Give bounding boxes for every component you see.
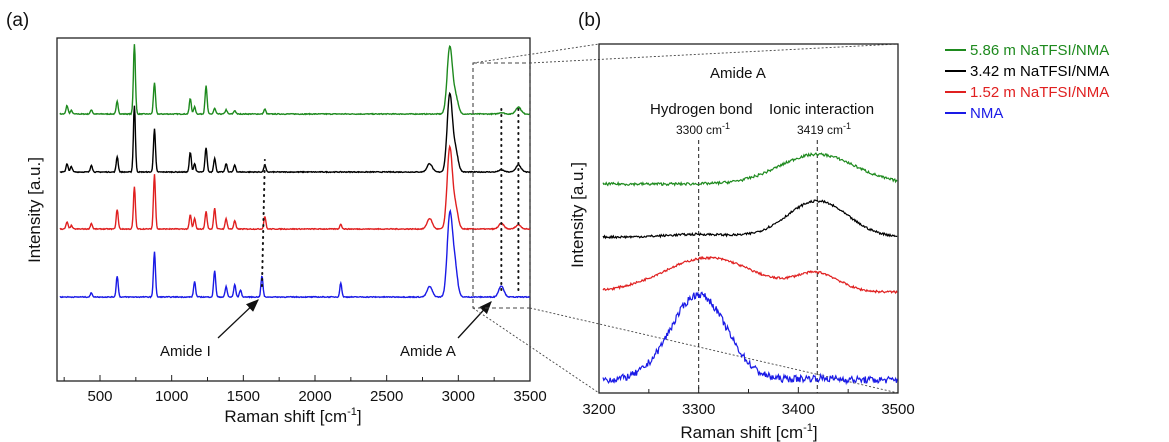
zoom-connector-top-left: [472, 43, 600, 64]
panel-a: (a) 500 1000 1500 2000 2500 3000 3500 Amide I …: [6, 10, 547, 426]
zoom-connector-bottom-left: [472, 307, 600, 394]
legend-label: 5.86 m NaTFSI/NMA: [970, 42, 1109, 59]
panel-b-x-ticks: 3200 3300 3400 3500: [582, 387, 915, 418]
panel-b-label: (b): [578, 10, 601, 31]
amide-a-annotation: Amide A: [400, 343, 456, 360]
x-tick-label: 3500: [881, 401, 914, 418]
x-tick-label: 2000: [298, 388, 331, 405]
panel-a-frame: [56, 37, 531, 382]
spectrum-line-zoom: [602, 291, 898, 386]
panel-b-title: Amide A: [710, 65, 766, 82]
panel-b-series: [602, 152, 898, 386]
panel-b: (b) Amide A Hydrogen bond 3300 cm-1 Ioni…: [568, 10, 915, 442]
zoom-region-box: [472, 62, 531, 309]
panel-b-y-axis-title: Intensity [a.u.]: [568, 162, 587, 268]
ionic-interaction-value: 3419 cm-1: [797, 121, 851, 137]
panel-b-frame: [598, 43, 899, 394]
zoom-connectors: [472, 43, 899, 394]
hydrogen-bond-label: Hydrogen bond: [650, 101, 753, 118]
x-tick-label: 3000: [442, 388, 475, 405]
zoom-connector-bottom-right: [529, 307, 899, 394]
legend-label: NMA: [970, 105, 1003, 122]
amide-a-arrow: [457, 301, 492, 339]
x-tick-label: 3300: [682, 401, 715, 418]
spectrum-line-zoom: [602, 199, 898, 240]
spectrum-line-zoom: [602, 152, 898, 187]
spectrum-line: [59, 91, 531, 174]
panel-a-series: [59, 44, 531, 299]
x-tick-label: 1500: [227, 388, 260, 405]
x-tick-label: 500: [87, 388, 112, 405]
amide-i-arrow: [217, 299, 259, 339]
x-tick-label: 2500: [370, 388, 403, 405]
panel-a-x-ticks: 500 1000 1500 2000 2500 3000 3500: [63, 375, 547, 405]
x-tick-label: 3400: [782, 401, 815, 418]
hydrogen-bond-value: 3300 cm-1: [676, 121, 730, 137]
x-tick-label: 3200: [582, 401, 615, 418]
legend-label: 1.52 m NaTFSI/NMA: [970, 84, 1109, 101]
spectrum-line-zoom: [602, 255, 898, 295]
zoom-connector-top-right: [529, 43, 899, 64]
legend-label: 3.42 m NaTFSI/NMA: [970, 63, 1109, 80]
ionic-interaction-label: Ionic interaction: [769, 101, 874, 118]
x-tick-label: 3500: [513, 388, 546, 405]
spectrum-line: [59, 44, 531, 116]
panel-a-x-axis-title: Raman shift [cm-1]: [224, 406, 361, 426]
panel-a-guides: [260, 107, 520, 291]
legend: 5.86 m NaTFSI/NMA 3.42 m NaTFSI/NMA 1.52 m…: [945, 42, 1109, 122]
spectrum-line: [59, 208, 531, 299]
amide-i-annotation: Amide I: [160, 343, 211, 360]
panel-a-annotations: Amide I Amide A: [160, 299, 492, 360]
panel-b-reference-lines: [698, 140, 818, 393]
panel-a-label: (a): [6, 10, 29, 31]
panel-b-x-axis-title: Raman shift [cm-1]: [680, 422, 817, 442]
panel-a-y-axis-title: Intensity [a.u.]: [25, 157, 44, 263]
x-tick-label: 1000: [155, 388, 188, 405]
spectrum-line: [59, 144, 531, 231]
